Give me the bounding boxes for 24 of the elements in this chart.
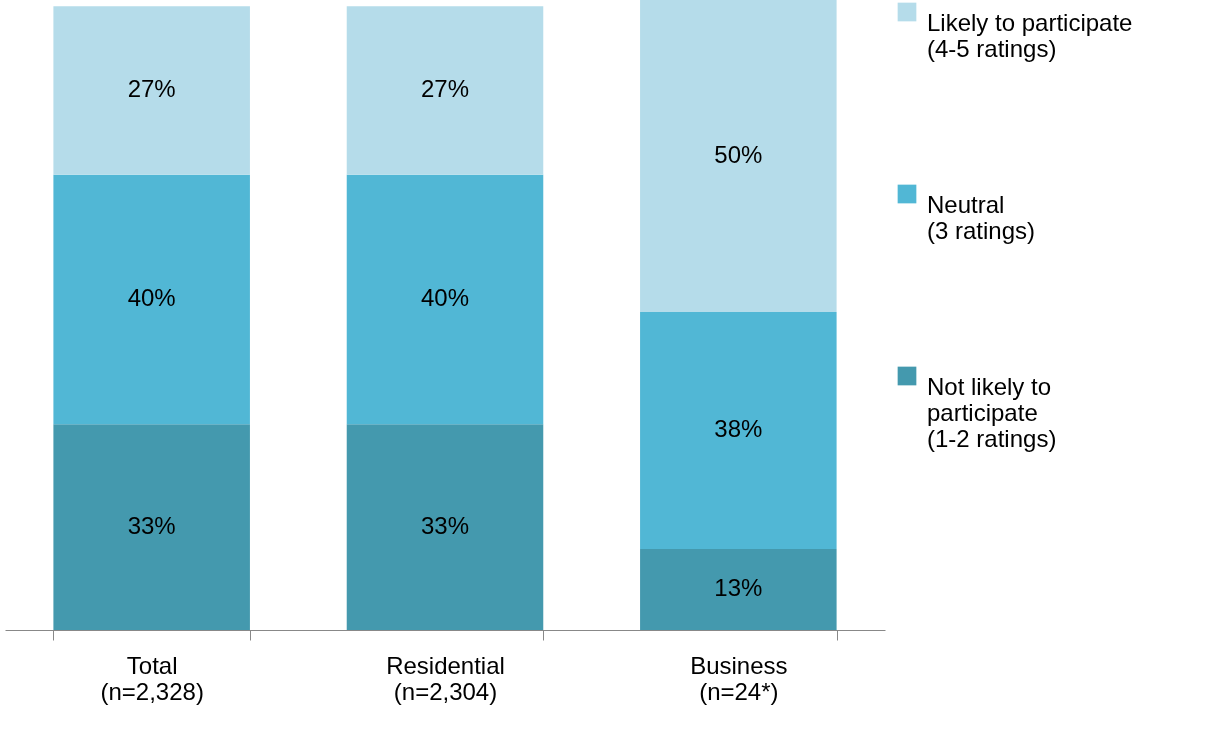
x-tick-label: Total (n=2,328) [100,651,204,705]
data-label: 27% [127,75,176,103]
bar [346,174,544,425]
data-label: 33% [420,512,470,540]
bar [53,174,250,425]
bar [640,0,837,312]
bar [53,424,250,630]
bar [640,311,837,549]
data-label: 50% [714,140,763,168]
data-label: 38% [714,415,763,443]
legend-label: Likely to participate (4-5 ratings) [927,9,1133,62]
bar [346,424,544,630]
x-tick-label: Business (n=24*) [690,651,788,705]
data-label: 13% [714,574,763,602]
data-label: 33% [127,512,176,540]
data-label: 27% [420,75,470,103]
data-label: 40% [420,284,470,312]
data-label: 40% [127,284,176,312]
legend-label: Neutral (3 ratings) [927,191,1036,244]
x-tick-label: Residential (n=2,304) [386,651,505,705]
bar [53,6,250,175]
bar [346,6,544,175]
bar [640,548,837,630]
legend-label: Not likely to participate (1-2 ratings) [927,373,1057,452]
